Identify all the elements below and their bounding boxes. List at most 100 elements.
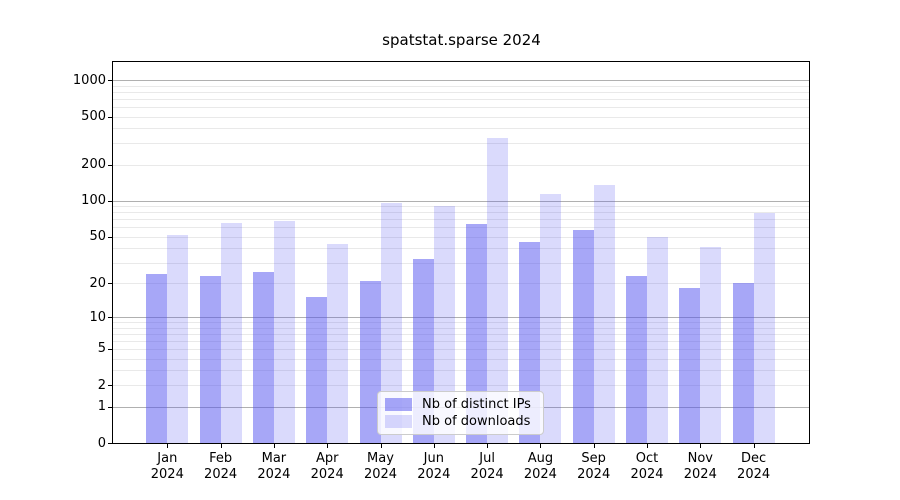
y-tick	[108, 348, 113, 350]
x-tick	[433, 444, 435, 448]
x-tick-label: Sep 2024	[577, 451, 611, 482]
bar-nb-of-distinct-ips-may	[359, 280, 381, 443]
x-tick	[753, 444, 755, 448]
bar-nb-of-distinct-ips-dec	[732, 283, 754, 443]
bar-nb-of-downloads-jul	[487, 138, 509, 443]
x-tick	[380, 444, 382, 448]
y-tick	[108, 443, 113, 444]
bar-nb-of-distinct-ips-mar	[252, 271, 274, 443]
gridline-minor	[113, 236, 810, 238]
x-tick-label: Mar 2024	[257, 451, 291, 482]
gridline-minor	[113, 262, 810, 264]
bar-nb-of-downloads-oct	[647, 236, 668, 443]
bar-nb-of-distinct-ips-feb	[199, 276, 221, 443]
gridline-minor	[113, 327, 810, 329]
y-tick-label: 200	[81, 157, 106, 172]
gridline-minor	[113, 340, 810, 342]
x-tick-label: Apr 2024	[310, 451, 344, 482]
gridline-minor	[113, 107, 810, 108]
y-tick-label: 0	[97, 435, 106, 451]
gridline-minor	[113, 227, 810, 229]
bar-nb-of-downloads-jan	[167, 234, 189, 443]
x-tick	[487, 444, 489, 448]
x-tick-label: May 2024	[363, 451, 398, 482]
bar-nb-of-downloads-jun	[433, 206, 455, 443]
bar-nb-of-distinct-ips-jan	[146, 274, 168, 443]
x-tick-label: Jan 2024	[150, 451, 184, 482]
gridline-minor	[113, 99, 810, 100]
gridline-minor	[113, 143, 810, 145]
x-tick	[700, 444, 702, 448]
gridline-minor	[113, 322, 810, 324]
legend-item-downloads: Nb of downloads	[385, 414, 536, 430]
y-tick	[108, 385, 113, 387]
x-tick	[327, 444, 329, 448]
y-tick	[108, 80, 113, 82]
gridline-minor	[113, 164, 810, 166]
bar-nb-of-downloads-mar	[273, 220, 295, 443]
x-tick-label: Dec 2024	[737, 451, 771, 482]
y-tick-label: 50	[89, 229, 106, 245]
y-tick	[108, 406, 113, 408]
bar-nb-of-downloads-apr	[327, 244, 349, 443]
bar-nb-of-distinct-ips-oct	[626, 276, 647, 443]
bar-nb-of-distinct-ips-sep	[572, 229, 594, 443]
x-tick	[167, 444, 169, 448]
bar-nb-of-distinct-ips-nov	[679, 288, 701, 443]
gridline-minor	[113, 92, 810, 93]
x-tick	[647, 444, 648, 448]
bar-nb-of-downloads-dec	[753, 212, 775, 443]
gridline-minor	[113, 283, 810, 285]
y-tick-label: 10	[89, 309, 106, 325]
legend: Nb of distinct IPs Nb of downloads	[377, 391, 544, 435]
y-tick	[108, 236, 113, 238]
bar-nb-of-downloads-feb	[220, 223, 242, 443]
y-tick	[108, 164, 113, 166]
gridline-minor	[113, 212, 810, 214]
bar-nb-of-distinct-ips-apr	[306, 297, 328, 443]
x-tick-label: Nov 2024	[683, 451, 717, 482]
y-tick-label: 1000	[72, 72, 106, 88]
gridline-major	[113, 80, 810, 82]
gridline-minor	[113, 85, 810, 87]
y-tick	[108, 283, 113, 285]
y-tick-label: 20	[89, 275, 106, 291]
y-tick-label: 2	[97, 377, 106, 393]
gridline-minor	[113, 116, 810, 118]
gridline-minor	[113, 206, 810, 208]
gridline-minor	[113, 248, 810, 249]
x-tick-label: Jul 2024	[470, 451, 504, 482]
x-tick-label: Jun 2024	[417, 451, 451, 482]
gridline-minor	[113, 358, 810, 360]
y-tick	[108, 116, 113, 118]
x-tick	[220, 444, 222, 448]
gridline-minor	[113, 333, 810, 335]
gridline-minor	[113, 370, 810, 372]
y-tick-label: 100	[81, 193, 106, 209]
y-tick	[108, 317, 113, 319]
gridline-minor	[113, 128, 810, 130]
x-tick	[593, 444, 595, 448]
bar-nb-of-downloads-may	[380, 202, 402, 443]
gridline-minor	[113, 385, 810, 387]
legend-item-distinct-ips: Nb of distinct IPs	[385, 397, 536, 413]
x-tick	[273, 444, 275, 448]
bar-nb-of-downloads-sep	[593, 185, 615, 443]
y-tick	[108, 200, 113, 202]
y-tick-label: 5	[97, 341, 106, 357]
y-tick-label: 500	[81, 109, 106, 125]
gridline-major	[113, 200, 810, 202]
bar-nb-of-distinct-ips-jul	[466, 223, 488, 443]
legend-swatch-downloads	[385, 415, 412, 428]
bar-nb-of-downloads-nov	[700, 246, 722, 443]
gridline-major	[113, 317, 810, 319]
x-tick	[540, 444, 542, 448]
x-tick-label: Oct 2024	[630, 451, 664, 482]
gridline-minor	[113, 348, 810, 350]
legend-label-distinct-ips: Nb of distinct IPs	[422, 397, 531, 412]
legend-swatch-distinct-ips	[385, 398, 412, 411]
y-tick-label: 1	[97, 399, 106, 415]
bar-nb-of-downloads-aug	[540, 193, 562, 443]
legend-label-downloads: Nb of downloads	[422, 414, 531, 429]
